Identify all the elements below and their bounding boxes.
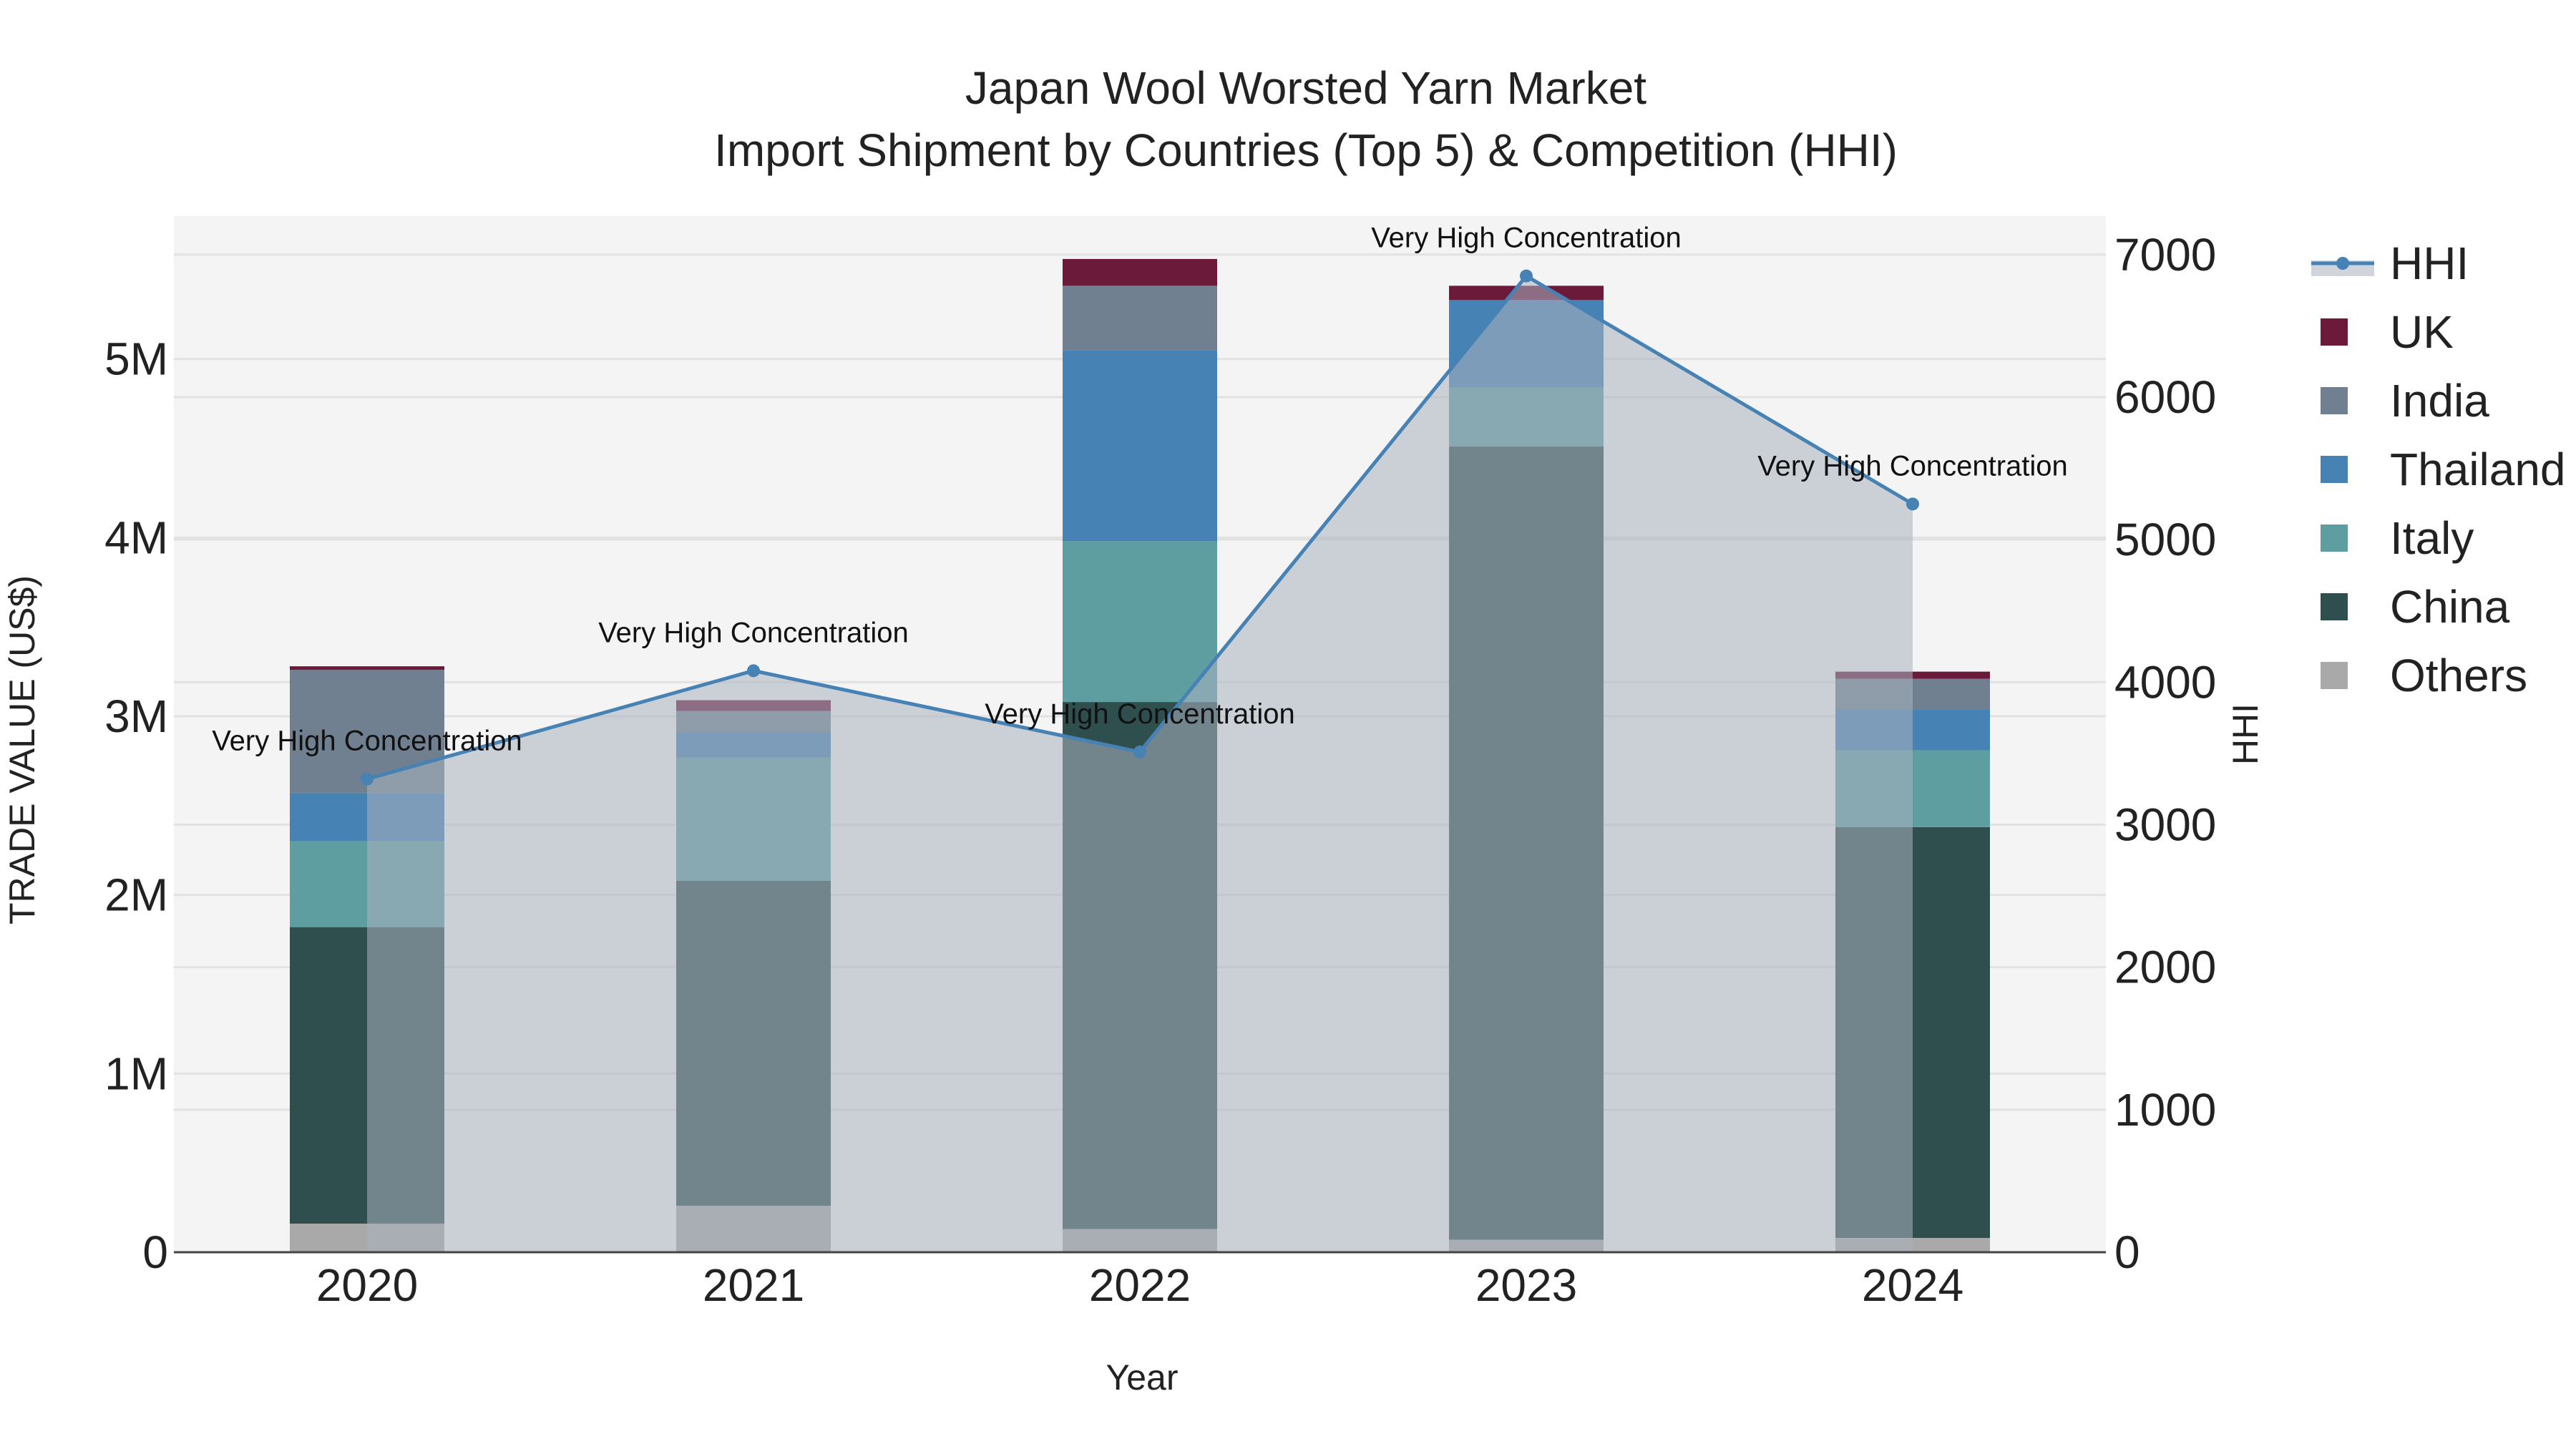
hhi-point-2020 — [361, 772, 374, 786]
legend-swatch-others — [2321, 662, 2348, 689]
legend-label-others: Others — [2390, 650, 2527, 701]
legend-swatch-thailand — [2321, 456, 2348, 483]
chart-title-line1: Japan Wool Worsted Yarn Market — [965, 62, 1646, 114]
y2-tick-label-0: 0 — [2114, 1226, 2140, 1278]
y2-tick-label-7000: 7000 — [2114, 229, 2216, 280]
x-tick-label-2020: 2020 — [316, 1259, 418, 1311]
hhi-point-2023 — [1520, 269, 1533, 283]
y-tick-label-0: 0 — [142, 1226, 168, 1278]
x-tick-label-2023: 2023 — [1475, 1259, 1577, 1311]
legend-label-thailand: Thailand — [2390, 444, 2566, 495]
bar-india-2022 — [1063, 286, 1217, 351]
hhi-point-2021 — [747, 664, 760, 678]
y-axis-title: TRADE VALUE (US$) — [2, 575, 42, 924]
legend-label-italy: Italy — [2390, 512, 2474, 564]
hhi-group: Very High Concentration Very High Concent… — [212, 223, 2068, 1253]
legend-label-hhi: HHI — [2390, 238, 2469, 289]
hhi-annotation-2021: Very High Concentration — [598, 617, 909, 648]
x-tick-label-2021: 2021 — [703, 1259, 804, 1311]
hhi-annotation-2022: Very High Concentration — [985, 698, 1295, 730]
hhi-point-2022 — [1133, 745, 1146, 758]
legend-label-uk: UK — [2390, 306, 2454, 358]
y2-tick-label-3000: 3000 — [2114, 799, 2216, 850]
y-tick-label-5M: 5M — [104, 333, 168, 385]
y2-axis-ticks: 0 1000 2000 3000 4000 5000 6000 7000 — [2114, 229, 2216, 1278]
hhi-annotation-2023: Very High Concentration — [1371, 223, 1682, 254]
y2-tick-label-5000: 5000 — [2114, 514, 2216, 565]
legend-label-china: China — [2390, 581, 2510, 633]
hhi-annotation-2024: Very High Concentration — [1757, 450, 2068, 482]
y-tick-label-3M: 3M — [104, 691, 168, 742]
y2-tick-label-6000: 6000 — [2114, 371, 2216, 423]
y-axis-ticks: 0 1M 2M 3M 4M 5M — [104, 333, 168, 1278]
x-tick-label-2024: 2024 — [1862, 1259, 1963, 1311]
bar-uk-2022 — [1063, 258, 1217, 286]
y2-axis-title: HHI — [2225, 703, 2265, 765]
bar-italy-2022 — [1063, 541, 1217, 703]
legend: HHI UK India Thailand Italy China Others — [2311, 238, 2566, 701]
y-tick-label-2M: 2M — [104, 869, 168, 921]
y2-tick-label-4000: 4000 — [2114, 656, 2216, 708]
legend-marker-hhi — [2336, 257, 2349, 270]
bar-thailand-2022 — [1063, 350, 1217, 542]
legend-swatch-uk — [2321, 318, 2348, 346]
x-axis-ticks: 2020 2021 2022 2023 2024 — [316, 1259, 1963, 1311]
x-axis-title: Year — [1106, 1357, 1178, 1397]
y2-tick-label-1000: 1000 — [2114, 1084, 2216, 1136]
chart-title-line2: Import Shipment by Countries (Top 5) & C… — [714, 125, 1898, 176]
hhi-point-2024 — [1906, 497, 1919, 511]
legend-swatch-italy — [2321, 525, 2348, 552]
y-tick-label-1M: 1M — [104, 1048, 168, 1099]
legend-swatch-china — [2321, 593, 2348, 620]
hhi-area — [367, 275, 1913, 1253]
bar-uk-2020 — [290, 666, 444, 670]
y-tick-label-4M: 4M — [104, 512, 168, 563]
legend-swatch-india — [2321, 387, 2348, 414]
hhi-annotation-2020: Very High Concentration — [212, 726, 522, 757]
x-tick-label-2022: 2022 — [1089, 1259, 1191, 1311]
y2-tick-label-2000: 2000 — [2114, 942, 2216, 993]
legend-label-india: India — [2390, 375, 2489, 426]
